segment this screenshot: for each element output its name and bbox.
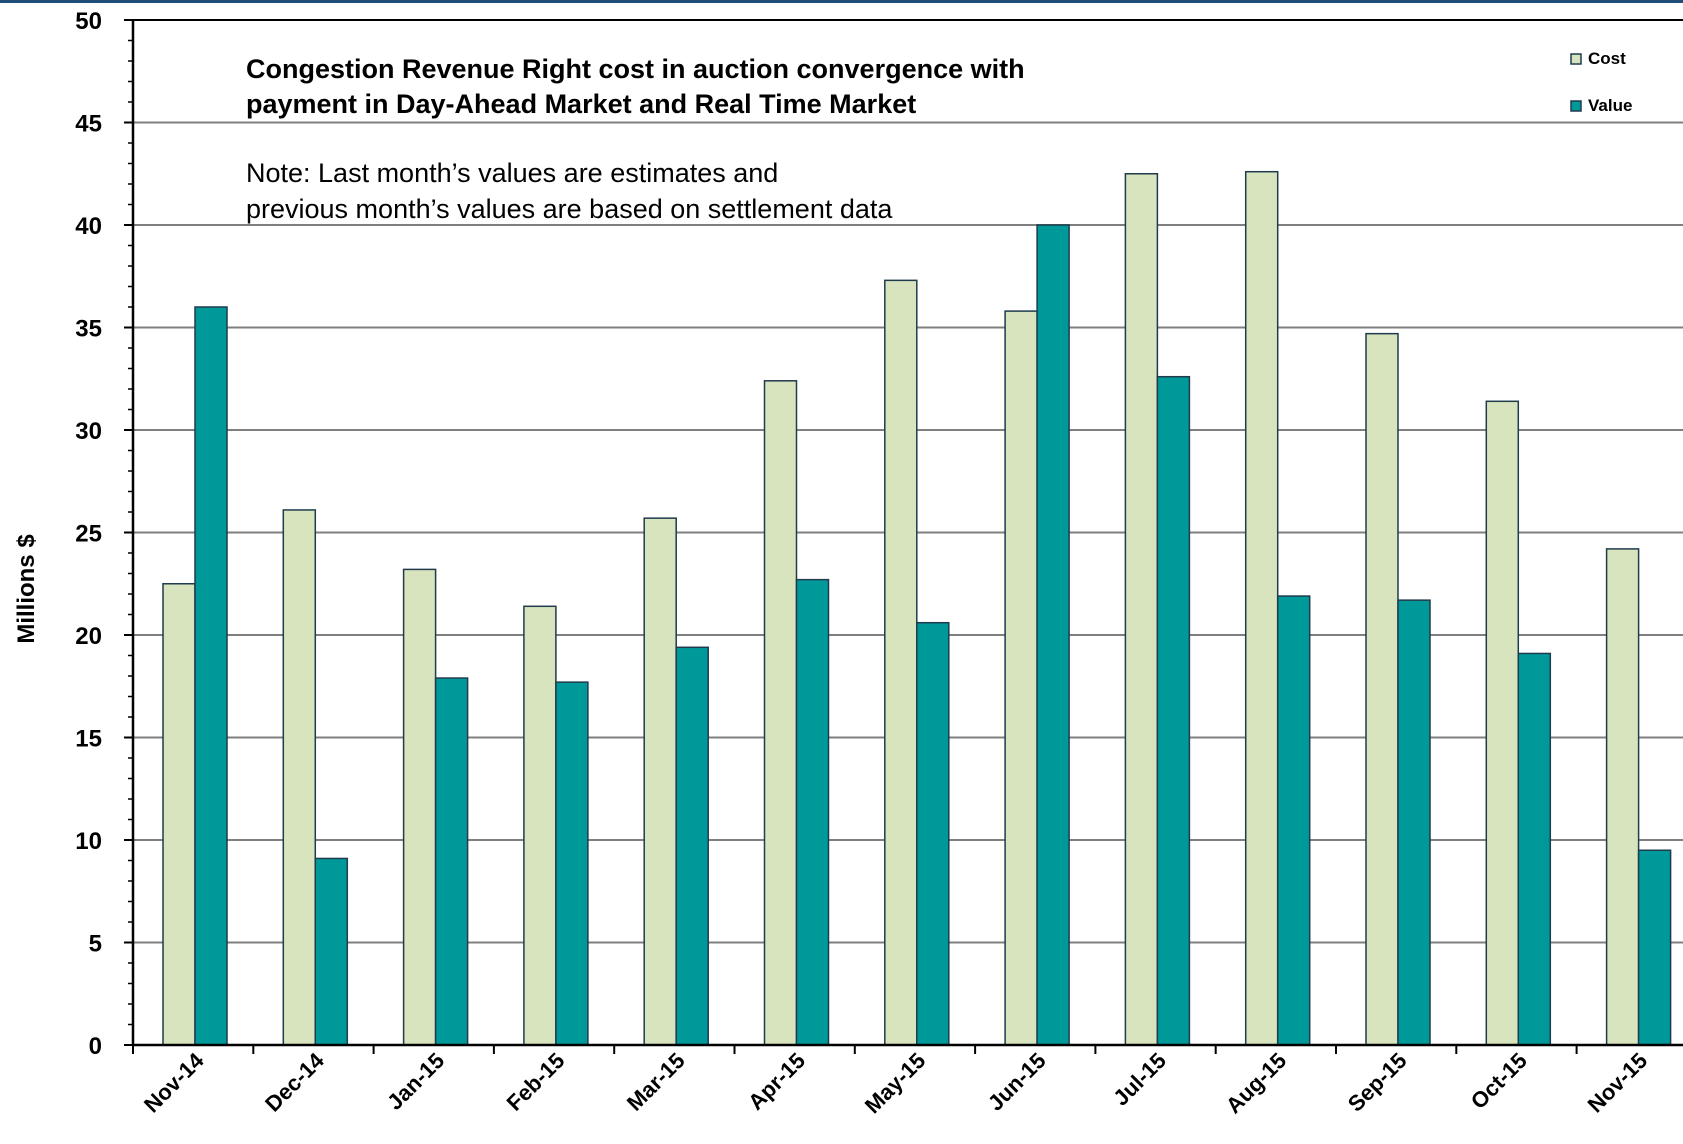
bar-cost-aug-15: [1244, 170, 1279, 1046]
bar-cost-mar-15: [643, 517, 677, 1046]
y-tick-label: 30: [75, 418, 102, 445]
y-axis-label: Millions $: [13, 534, 40, 644]
bar-cost-feb-15: [523, 605, 557, 1046]
y-tick-label: 25: [75, 521, 102, 548]
y-tick-label: 10: [75, 828, 102, 855]
bar-value-apr-15: [795, 578, 830, 1046]
x-tick-label: Feb-15: [502, 1048, 570, 1116]
bar-value-mar-15: [675, 646, 709, 1046]
legend-label-cost: Cost: [1588, 49, 1626, 68]
bar-value-jun-15: [1036, 224, 1070, 1046]
bar-value-may-15: [916, 621, 950, 1046]
bar-cost-oct-15: [1485, 400, 1520, 1046]
x-tick-label: Aug-15: [1221, 1048, 1291, 1118]
legend-swatch-value: [1570, 100, 1582, 112]
bar-value-feb-15: [555, 681, 589, 1046]
y-tick-label: 5: [89, 931, 102, 958]
x-tick-label: Jul-15: [1108, 1048, 1171, 1111]
bar-value-nov-14: [194, 306, 228, 1046]
axes: [124, 19, 1683, 1054]
top-border: [0, 0, 1683, 3]
legend-label-value: Value: [1588, 96, 1632, 115]
bar-cost-jan-15: [402, 568, 437, 1046]
bar-cost-nov-15: [1605, 548, 1640, 1046]
bar-value-oct-15: [1517, 652, 1552, 1046]
y-tick-label: 15: [75, 726, 102, 753]
bar-value-dec-14: [314, 857, 349, 1046]
x-tick-label: Nov-14: [139, 1047, 209, 1117]
legend: Cost Value: [1570, 49, 1632, 115]
x-tick-label: Jun-15: [983, 1048, 1051, 1116]
bar-cost-jun-15: [1004, 310, 1038, 1046]
bar-cost-dec-14: [282, 509, 317, 1046]
bar-value-jul-15: [1156, 375, 1191, 1046]
y-tick-label: 20: [75, 623, 102, 650]
y-tick-label: 40: [75, 213, 102, 240]
note-line-2: previous month’s values are based on set…: [246, 194, 893, 224]
bar-cost-nov-14: [162, 583, 196, 1046]
x-tick-label: Dec-14: [260, 1047, 329, 1116]
chart-title-line-1: Congestion Revenue Right cost in auction…: [246, 54, 1025, 84]
bar-cost-jul-15: [1124, 173, 1159, 1046]
y-tick-label: 35: [75, 316, 102, 343]
bar-value-sep-15: [1397, 599, 1431, 1046]
x-tick-label: Jan-15: [382, 1048, 449, 1115]
x-tick-label: May-15: [860, 1048, 930, 1118]
y-tick-labels: 0 5 10 15 20 25 30 35 40 45 50: [75, 8, 102, 1060]
x-tick-label: Mar-15: [622, 1048, 690, 1116]
note-line-1: Note: Last month’s values are estimates …: [246, 158, 778, 188]
bar-value-jan-15: [434, 677, 469, 1046]
x-tick-label: Sep-15: [1343, 1048, 1412, 1117]
x-tick-labels: Nov-14 Dec-14 Jan-15 Feb-15 Mar-15 Apr-15 May-…: [139, 1047, 1652, 1118]
legend-swatch-cost: [1570, 53, 1582, 65]
y-tick-label: 0: [89, 1033, 102, 1060]
bar-cost-may-15: [884, 279, 918, 1046]
bar-value-aug-15: [1276, 595, 1311, 1046]
y-tick-label: 45: [75, 111, 102, 138]
bar-cost-sep-15: [1365, 332, 1399, 1046]
x-tick-label: Nov-15: [1583, 1048, 1653, 1118]
bar-cost-apr-15: [763, 380, 798, 1046]
x-tick-label: Apr-15: [743, 1048, 810, 1115]
chart-title-line-2: payment in Day-Ahead Market and Real Tim…: [246, 89, 916, 119]
x-tick-label: Oct-15: [1466, 1048, 1532, 1114]
y-tick-label: 50: [75, 8, 102, 35]
bars: [162, 170, 1672, 1046]
bar-value-nov-15: [1637, 849, 1672, 1046]
